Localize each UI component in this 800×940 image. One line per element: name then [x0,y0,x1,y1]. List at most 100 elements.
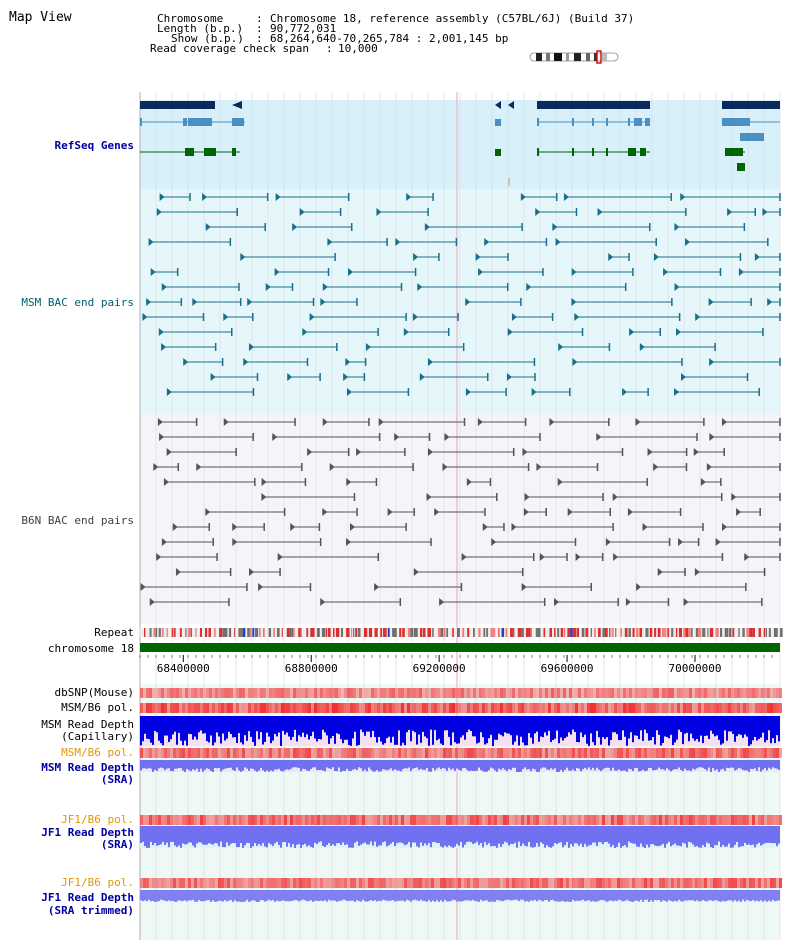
repeat-element [420,628,423,637]
msm-b6-pol-2-cell [536,748,539,758]
msm-depth-capillary-bar [468,716,470,730]
msm-depth-capillary-bar [396,716,398,745]
jf1-b6-pol-2-cell [677,878,680,888]
msm-depth-capillary-bar [310,716,312,737]
msm-depth-sra-bar [144,760,146,769]
msm-b6-pol-2-cell [293,748,296,758]
msm-depth-capillary-bar [546,716,548,736]
dbsnp-cell [701,688,704,698]
msm-depth-capillary-bar [498,716,500,734]
jf1-depth-trim-bar [662,890,664,901]
b6n-bac-pair-end [524,493,530,501]
msm-b6-pol-2-cell [515,748,518,758]
msm-b6-pol-cell [485,703,488,713]
b6n-bac-pair-end [554,598,560,606]
msm-depth-sra-bar [770,760,772,770]
jf1-b6-pol-2-cell [140,878,143,888]
jf1-b6-pol-2-cell [515,878,518,888]
msm-depth-sra-bar [564,760,566,770]
jf1-b6-pol-2-cell [314,878,317,888]
dbsnp-cell [428,688,431,698]
jf1-depth-trim-bar [410,890,412,902]
msm-b6-pol-2-cell [215,748,218,758]
msm-depth-sra-bar [418,760,420,770]
jf1-depth-sra-bar [654,826,656,846]
jf1-depth-trim-bar [166,890,168,902]
jf1-depth-sra-bar [588,826,590,846]
dbsnp-cell [476,688,479,698]
msm-b6-pol-2-cell [635,748,638,758]
jf1-depth-trim-bar [658,890,660,900]
jf1-b6-pol-cell [614,815,617,825]
msm-depth-capillary-bar [618,716,620,740]
msm-bac-track[interactable] [142,193,781,396]
msm-b6-pol-cell [380,703,383,713]
msm-depth-sra-bar [772,760,774,768]
jf1-b6-pol-cell [167,815,170,825]
msm-depth-sra-bar [382,760,384,770]
jf1-b6-pol-cell [203,815,206,825]
msm-b6-pol-cell [689,703,692,713]
msm-depth-capillary-bar [222,716,224,734]
msm-depth-capillary-bar [598,716,600,738]
msm-b6-pol-cell [143,703,146,713]
b6n-bac-track[interactable] [140,418,781,606]
jf1-depth-trim-bar [304,890,306,901]
b6n-bac-pair-end [387,508,393,516]
jf1-depth-sra-bar [172,826,174,842]
jf1-b6-pol-cell [275,815,278,825]
msm-depth-sra-bar [466,760,468,770]
jf1-b6-pol-cell [257,815,260,825]
msm-b6-pol-2-cell [638,748,641,758]
repeat-element [738,628,740,637]
dbsnp-cell [764,688,767,698]
msm-depth-capillary-bar [492,716,494,746]
repeat-element [576,628,579,637]
dbsnp-cell [542,688,545,698]
dbsnp-cell [668,688,671,698]
msm-bac-label[interactable]: MSM BAC end pairs [21,296,134,309]
msm-depth-sra-bar [752,760,754,770]
jf1-b6-pol-cell [644,815,647,825]
msm-b6-pol-2-cell [203,748,206,758]
gene-exon [740,118,750,126]
msm-depth-sra-bar [204,760,206,770]
msm-depth-capillary-bar [744,716,746,735]
msm-depth-sra-bar [730,760,732,768]
jf1-depth-trim-bar [740,890,742,902]
refseq-gene-track[interactable] [140,101,780,186]
msm-b6-pol-2-cell [197,748,200,758]
msm-b6-pol-cell [233,703,236,713]
msm-depth-capillary-bar [240,716,242,743]
jf1-depth-sra-bar [448,826,450,846]
jf1-depth-sra-bar [618,826,620,843]
refseq-genes-label[interactable]: RefSeq Genes [54,139,134,152]
b6n-bac-label[interactable]: B6N BAC end pairs [21,514,134,527]
jf1-depth-sra-bar [422,826,424,846]
jf1-depth-trim-sublabel: (SRA trimmed) [47,904,134,917]
msm-b6-pol-2-cell [494,748,497,758]
polymorphism-depth-tracks[interactable] [140,688,782,902]
jf1-b6-pol-2-cell [380,878,383,888]
msm-depth-capillary-bar [394,716,396,745]
repeat-element [537,628,541,637]
jf1-depth-sra-bar [548,826,550,847]
repeat-element [688,628,691,637]
gene-exon [537,118,539,126]
jf1-depth-trim-bar [464,890,466,901]
jf1-depth-trim-bar [578,890,580,901]
repeat-element [664,628,667,637]
dbsnp-cell [263,688,266,698]
jf1-b6-pol-cell [554,815,557,825]
jf1-b6-pol-2-cell [188,878,191,888]
jf1-depth-trim-bar [394,890,396,902]
msm-depth-sra-bar [462,760,464,769]
chromosome-ideogram[interactable] [528,50,620,64]
msm-depth-sra-bar [506,760,508,772]
msm-b6-pol-2-cell [269,748,272,758]
jf1-b6-pol-2-cell [494,878,497,888]
repeat-track[interactable] [140,628,783,637]
jf1-depth-trim-bar [556,890,558,902]
msm-depth-capillary-bar [386,716,388,739]
